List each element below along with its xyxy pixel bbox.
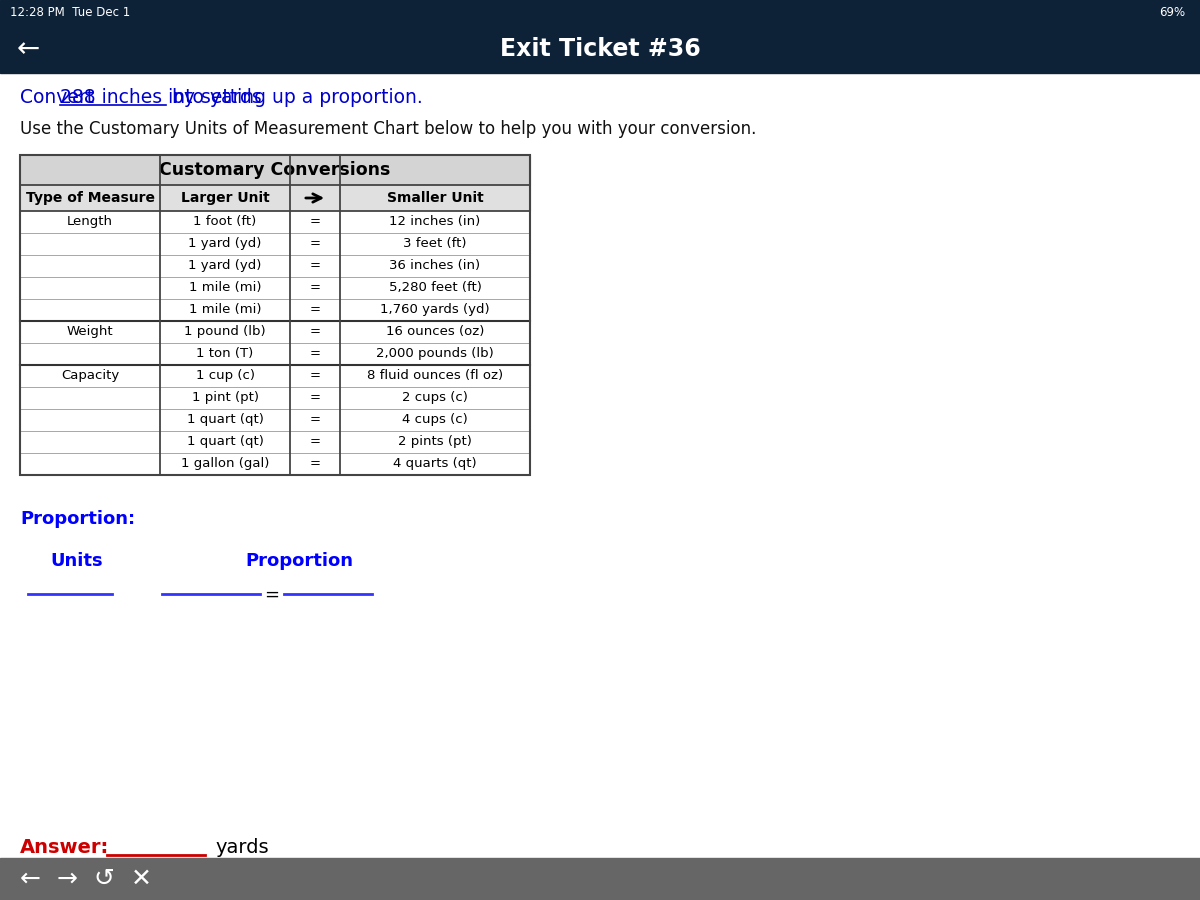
Text: Answer:: Answer:	[20, 838, 109, 857]
Text: =: =	[310, 392, 320, 404]
Text: 3 feet (ft): 3 feet (ft)	[403, 238, 467, 250]
Text: 1 mile (mi): 1 mile (mi)	[188, 303, 262, 317]
Text: 36 inches (in): 36 inches (in)	[390, 259, 480, 273]
Text: Convert: Convert	[20, 88, 100, 107]
Text: =: =	[310, 259, 320, 273]
Text: =: =	[310, 303, 320, 317]
Bar	[20, 255, 530, 277]
Text: yards: yards	[215, 838, 269, 857]
Text: Length: Length	[67, 215, 113, 229]
Text: =: =	[310, 347, 320, 361]
Bar	[20, 277, 530, 299]
Bar	[20, 155, 530, 185]
Text: 1 quart (qt): 1 quart (qt)	[186, 413, 264, 427]
Text: 1,760 yards (yd): 1,760 yards (yd)	[380, 303, 490, 317]
Bar	[20, 365, 530, 387]
Text: 288 inches into yards: 288 inches into yards	[60, 88, 262, 107]
Text: 1 gallon (gal): 1 gallon (gal)	[181, 457, 269, 471]
Text: 5,280 feet (ft): 5,280 feet (ft)	[389, 282, 481, 294]
Text: Type of Measure: Type of Measure	[25, 191, 155, 205]
Bar	[0, 0, 1200, 25]
Text: 2 pints (pt): 2 pints (pt)	[398, 436, 472, 448]
Text: Units: Units	[50, 552, 103, 570]
Text: Exit Ticket #36: Exit Ticket #36	[499, 37, 701, 61]
Bar	[0, 858, 1200, 900]
Text: =: =	[310, 436, 320, 448]
Text: =: =	[310, 326, 320, 338]
Text: =: =	[310, 457, 320, 471]
Text: 2 cups (c): 2 cups (c)	[402, 392, 468, 404]
Text: 16 ounces (oz): 16 ounces (oz)	[386, 326, 484, 338]
Text: 69%: 69%	[1159, 6, 1186, 19]
Text: 1 mile (mi): 1 mile (mi)	[188, 282, 262, 294]
Text: Smaller Unit: Smaller Unit	[386, 191, 484, 205]
Text: 1 foot (ft): 1 foot (ft)	[193, 215, 257, 229]
Text: 12:28 PM  Tue Dec 1: 12:28 PM Tue Dec 1	[10, 6, 131, 19]
Bar	[20, 321, 530, 343]
Bar	[20, 431, 530, 453]
Text: =: =	[264, 586, 280, 604]
Text: =: =	[310, 215, 320, 229]
Text: 1 ton (T): 1 ton (T)	[197, 347, 253, 361]
Text: Use the Customary Units of Measurement Chart below to help you with your convers: Use the Customary Units of Measurement C…	[20, 120, 756, 138]
Bar	[20, 211, 530, 233]
Text: 1 yard (yd): 1 yard (yd)	[188, 238, 262, 250]
Text: Weight: Weight	[67, 326, 113, 338]
Text: 1 pint (pt): 1 pint (pt)	[192, 392, 258, 404]
Text: 1 quart (qt): 1 quart (qt)	[186, 436, 264, 448]
Text: ←  →  ↺  ✕: ← → ↺ ✕	[20, 867, 152, 891]
Bar	[20, 185, 530, 211]
Text: 1 cup (c): 1 cup (c)	[196, 370, 254, 382]
Bar	[20, 453, 530, 475]
Bar	[20, 409, 530, 431]
Text: ←: ←	[17, 35, 40, 63]
Bar	[20, 299, 530, 321]
Text: =: =	[310, 282, 320, 294]
Text: 12 inches (in): 12 inches (in)	[389, 215, 481, 229]
Text: 4 quarts (qt): 4 quarts (qt)	[394, 457, 476, 471]
Text: 4 cups (c): 4 cups (c)	[402, 413, 468, 427]
Text: 1 yard (yd): 1 yard (yd)	[188, 259, 262, 273]
Bar	[20, 387, 530, 409]
Text: Customary Conversions: Customary Conversions	[160, 161, 391, 179]
Text: =: =	[310, 413, 320, 427]
Bar	[0, 25, 1200, 73]
Bar	[20, 233, 530, 255]
Text: Larger Unit: Larger Unit	[181, 191, 269, 205]
Text: =: =	[310, 238, 320, 250]
Text: 8 fluid ounces (fl oz): 8 fluid ounces (fl oz)	[367, 370, 503, 382]
Text: 1 pound (lb): 1 pound (lb)	[184, 326, 266, 338]
Text: Proportion:: Proportion:	[20, 510, 136, 528]
Bar	[20, 343, 530, 365]
Text: 2,000 pounds (lb): 2,000 pounds (lb)	[376, 347, 494, 361]
Text: Capacity: Capacity	[61, 370, 119, 382]
Bar	[20, 155, 530, 475]
Text: by setting up a proportion.: by setting up a proportion.	[166, 88, 422, 107]
Text: =: =	[310, 370, 320, 382]
Text: Proportion: Proportion	[245, 552, 353, 570]
